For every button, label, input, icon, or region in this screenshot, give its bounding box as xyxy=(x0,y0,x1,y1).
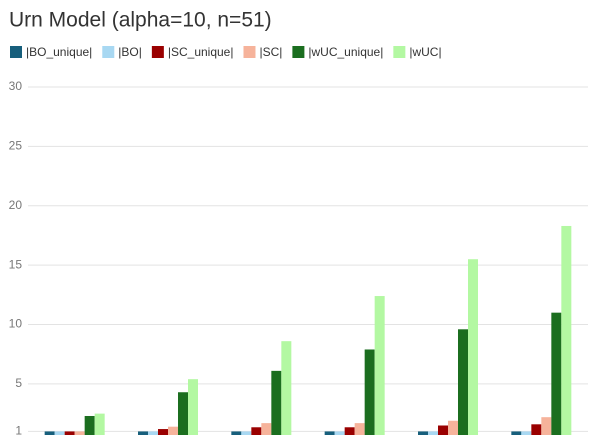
bar xyxy=(418,431,428,435)
bar xyxy=(551,312,562,435)
bar xyxy=(511,431,522,435)
y-tick-label: 1 xyxy=(15,424,22,435)
bar xyxy=(271,370,282,435)
y-tick-label: 15 xyxy=(9,257,23,271)
bar xyxy=(138,431,148,435)
bar xyxy=(158,429,168,435)
legend-label: |SC_unique| xyxy=(168,45,234,59)
bar xyxy=(148,431,158,435)
legend-swatch xyxy=(151,46,164,58)
bar xyxy=(241,431,252,435)
bar xyxy=(521,431,532,435)
bar xyxy=(448,420,458,435)
legend-swatch xyxy=(393,46,406,58)
bar xyxy=(84,415,95,435)
y-tick-label: 30 xyxy=(9,79,23,93)
legend-swatch xyxy=(102,46,115,58)
y-tick-label: 25 xyxy=(9,139,23,153)
legend-label: |BO| xyxy=(118,45,142,59)
y-tick-label: 20 xyxy=(9,198,23,212)
bar xyxy=(281,341,292,435)
y-tick-label: 5 xyxy=(15,376,22,390)
bar xyxy=(44,431,55,435)
legend-label: |wUC| xyxy=(409,45,441,59)
legend-swatch xyxy=(10,46,22,58)
bar xyxy=(64,431,75,435)
bar xyxy=(531,424,542,435)
bar xyxy=(541,417,552,435)
bar xyxy=(364,349,375,435)
bar xyxy=(261,423,272,435)
bar xyxy=(438,425,448,435)
bar xyxy=(54,431,65,435)
bar xyxy=(354,423,365,435)
bar xyxy=(231,431,242,435)
bar xyxy=(458,329,468,435)
bar xyxy=(428,431,438,435)
bar xyxy=(344,427,355,435)
legend-swatch xyxy=(292,46,305,58)
bar xyxy=(374,296,385,435)
y-tick-label: 10 xyxy=(9,317,23,331)
bar xyxy=(188,379,198,435)
legend-label: |BO_unique| xyxy=(26,45,92,59)
legend-label: |wUC_unique| xyxy=(308,45,383,59)
bar xyxy=(74,431,85,435)
bar xyxy=(334,431,345,435)
bar xyxy=(178,392,188,435)
legend-label: |SC| xyxy=(259,45,282,59)
bar xyxy=(251,427,262,435)
bar xyxy=(561,225,572,435)
legend-swatch xyxy=(243,46,256,58)
bar xyxy=(324,431,335,435)
chart-title: Urn Model (alpha=10, n=51) xyxy=(9,9,272,32)
bar xyxy=(468,259,478,435)
bar xyxy=(94,413,105,435)
bar xyxy=(168,426,178,435)
